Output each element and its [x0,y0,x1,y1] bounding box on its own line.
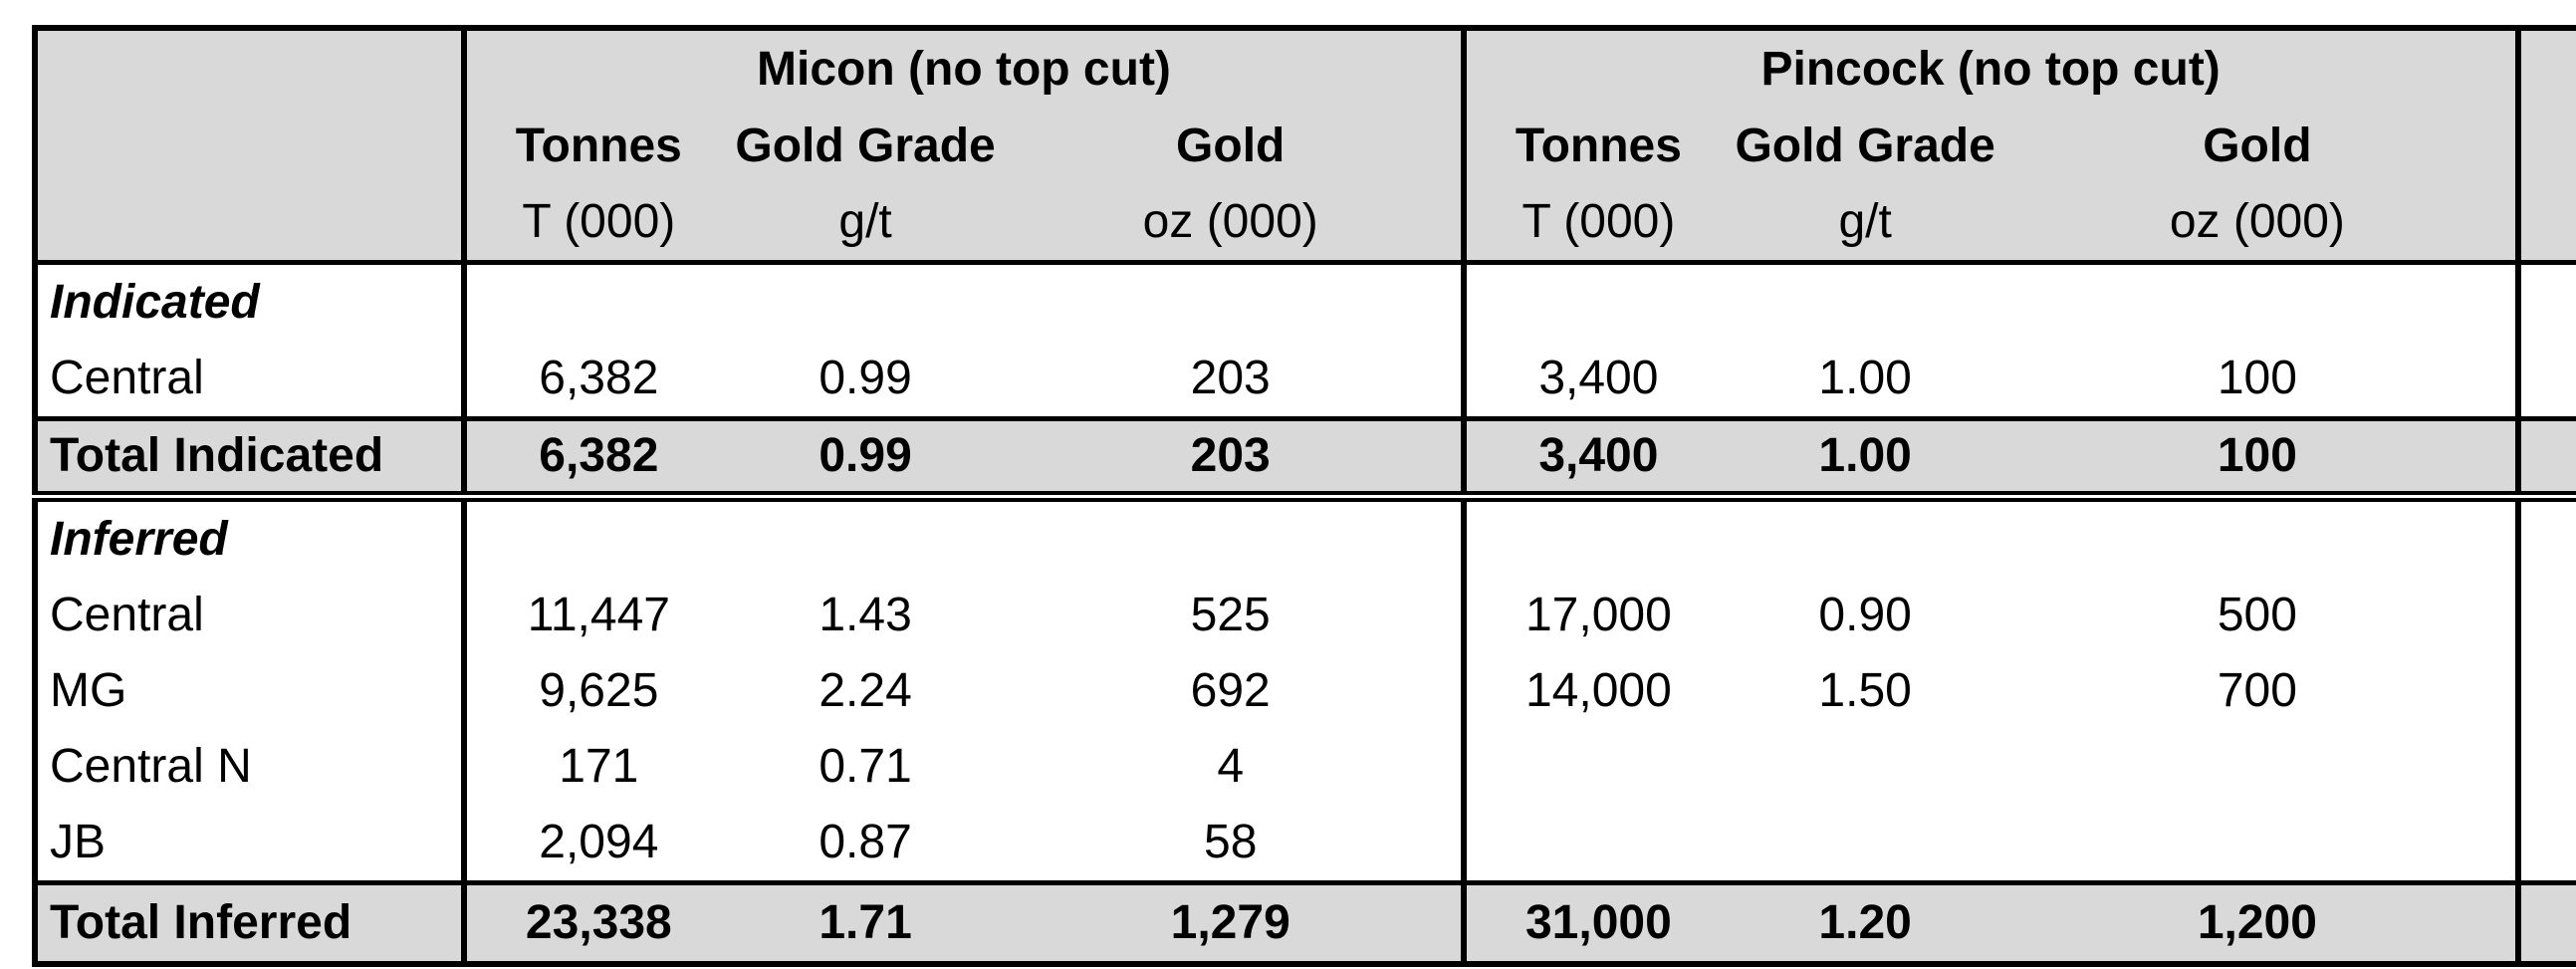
row-label: JB [31,805,465,885]
col-header-pincock-tonnes: Tonnes [1460,109,1732,184]
row-label: Total Indicated [31,418,465,502]
resource-table: Micon (no top cut) Pincock (no top cut) … [31,25,2576,967]
unit-pincock-gold: oz (000) [1998,184,2518,265]
row-label: Central N [31,729,465,805]
micon-grade: 0.71 [819,740,912,793]
unit-pincock-grade: g/t [1731,184,1999,265]
table-row: MG 9,625 2.24 692 14,000 1.50 700 [31,653,2576,729]
micon-tonnes: 9,625 [461,653,731,729]
col-header-micon-tonnes: Tonnes [461,109,731,184]
col-header-pincock-grade: Gold Grade [1731,109,1999,184]
col-header-pincock-gold: Gold [1998,109,2518,184]
micon-gold: 58 [1000,805,1464,885]
pincock-tonnes: 3,400 [1460,341,1732,421]
header-row-groups: Micon (no top cut) Pincock (no top cut) [31,25,2576,109]
micon-grade: 1.43 [819,589,912,641]
total-row-indicated: Total Indicated 6,382 0.99 203 3,400 1.0… [31,418,2576,502]
col-header-micon-grade: Gold Grade [730,109,1001,184]
micon-tonnes: 23,338 [461,882,731,967]
pincock-gold: 100 [1998,418,2518,502]
pincock-gold: 1,200 [1998,882,2518,967]
table-row: Central 11,447 1.43 525 17,000 0.90 500 [31,578,2576,653]
micon-grade: 0.87 [730,805,1001,885]
pincock-tonnes: 14,000 [1460,653,1732,729]
micon-tonnes: 171 [461,729,731,805]
section-row-inferred: Inferred [31,496,2576,578]
header-row-units: T (000) g/t oz (000) T (000) g/t oz (000… [31,184,2576,265]
micon-gold: 692 [1190,664,1271,717]
micon-tonnes: 6,382 [461,341,731,421]
pincock-tonnes: 31,000 [1460,882,1732,967]
row-label: Total Inferred [31,882,465,967]
pincock-grade: 1.20 [1731,882,1999,967]
micon-grade: 1.71 [730,882,1001,967]
pincock-gold: 500 [2217,589,2297,641]
unit-pincock-tonnes: T (000) [1460,184,1732,265]
unit-micon-tonnes: T (000) [461,184,731,265]
micon-gold: 1,279 [1000,882,1464,967]
table-row: Central 6,382 0.99 203 3,400 1.00 100 [31,341,2576,421]
micon-tonnes: 11,447 [461,578,731,653]
section-label-inferred: Inferred [31,496,465,578]
pincock-gold: 700 [2217,664,2297,717]
row-label: MG [31,653,465,729]
pincock-grade: 1.00 [1731,418,1999,502]
unit-micon-grade: g/t [730,184,1001,265]
micon-grade: 0.99 [730,341,1001,421]
pincock-grade: 1.50 [1818,664,1912,717]
header-row-columns: Tonnes Gold Grade Gold Tonnes Gold Grade… [31,109,2576,184]
micon-grade: 2.24 [819,664,912,717]
pincock-gold: 100 [1998,341,2518,421]
unit-micon-gold: oz (000) [1000,184,1464,265]
micon-gold: 4 [1217,740,1245,793]
pincock-tonnes: 17,000 [1460,578,1732,653]
group-header-pincock: Pincock (no top cut) [1460,25,2518,109]
micon-grade: 0.99 [730,418,1001,502]
table-row: Central N 171 0.71 4 [31,729,2576,805]
section-label-indicated: Indicated [31,262,465,341]
micon-tonnes: 2,094 [461,805,731,885]
micon-gold: 525 [1190,589,1271,641]
micon-gold: 203 [1000,341,1464,421]
row-label: Central [31,578,465,653]
table-row: JB 2,094 0.87 58 [31,805,2576,885]
col-header-micon-gold: Gold [1000,109,1464,184]
micon-tonnes: 6,382 [461,418,731,502]
row-label: Central [31,341,465,421]
pincock-grade: 1.00 [1731,341,1999,421]
micon-gold: 203 [1000,418,1464,502]
group-header-micon: Micon (no top cut) [461,25,1464,109]
pincock-grade: 0.90 [1818,589,1912,641]
pincock-tonnes: 3,400 [1460,418,1732,502]
total-row-inferred: Total Inferred 23,338 1.71 1,279 31,000 … [31,882,2576,967]
section-row-indicated: Indicated [31,262,2576,341]
